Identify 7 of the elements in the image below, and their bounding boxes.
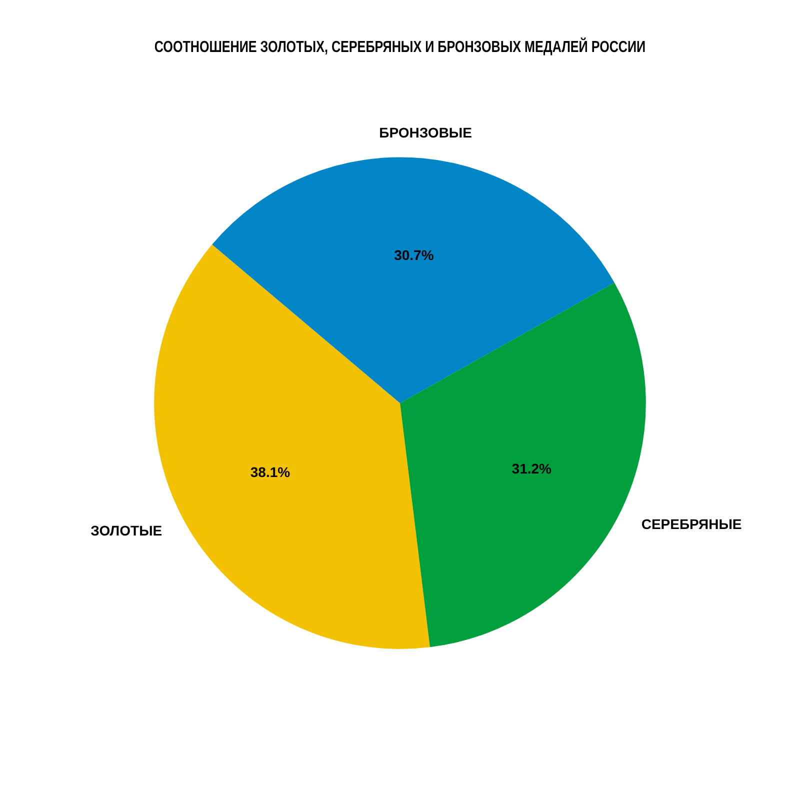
data-label: 31.2% [512,460,552,477]
slice-label: БРОНЗОВЫЕ [379,124,472,141]
data-label: 38.1% [250,464,291,480]
slice-label: ЗОЛОТЫЕ [90,522,162,539]
chart-title: СООТНОШЕНИЕ ЗОЛОТЫХ, СЕРЕБРЯНЫХ И БРОНЗОВЫХ МЕДАЛЕЙ РОССИИ [154,36,646,56]
slice-label: СЕРЕБРЯНЫЕ [641,516,742,532]
data-label: 30.7% [394,247,434,264]
